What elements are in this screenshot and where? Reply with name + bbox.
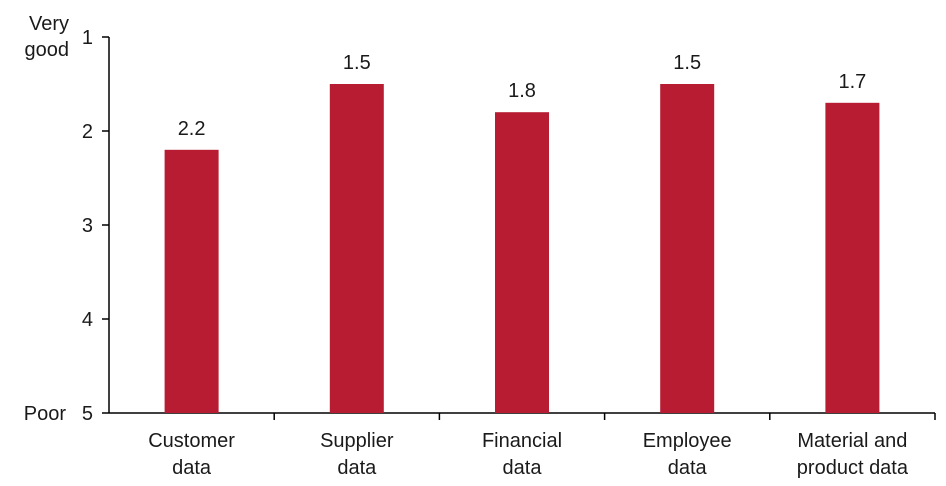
x-category-label: Employee data	[643, 430, 732, 479]
y-tick-label: 1	[82, 27, 93, 49]
bar-value-label: 1.5	[673, 52, 701, 74]
bar-value-label: 1.7	[838, 71, 866, 93]
y-bottom-label: Poor	[24, 403, 67, 425]
bar	[495, 112, 549, 413]
bar	[825, 102, 880, 414]
bar	[660, 84, 715, 413]
x-category-label: Supplier data	[320, 430, 394, 479]
y-tick-label: 2	[82, 121, 93, 143]
bar-value-label: 1.8	[508, 80, 536, 102]
y-top-label: Very good	[25, 13, 70, 61]
bar-value-label: 2.2	[178, 118, 206, 140]
labels: 1 2 3 4 5 Very good Poor 2.2 Customer data 1.5 Suppl…	[24, 13, 909, 479]
bar	[164, 149, 219, 414]
bar	[329, 84, 384, 413]
bar-value-label: 1.5	[343, 52, 371, 74]
bars	[164, 84, 880, 414]
x-category-label: Customer data	[148, 430, 235, 479]
y-tick-label: 4	[82, 309, 93, 331]
x-category-label: Financial data	[482, 430, 562, 479]
y-tick-label: 3	[82, 215, 93, 237]
x-category-label: Material and product data	[797, 430, 909, 479]
y-tick-label: 5	[82, 403, 93, 425]
